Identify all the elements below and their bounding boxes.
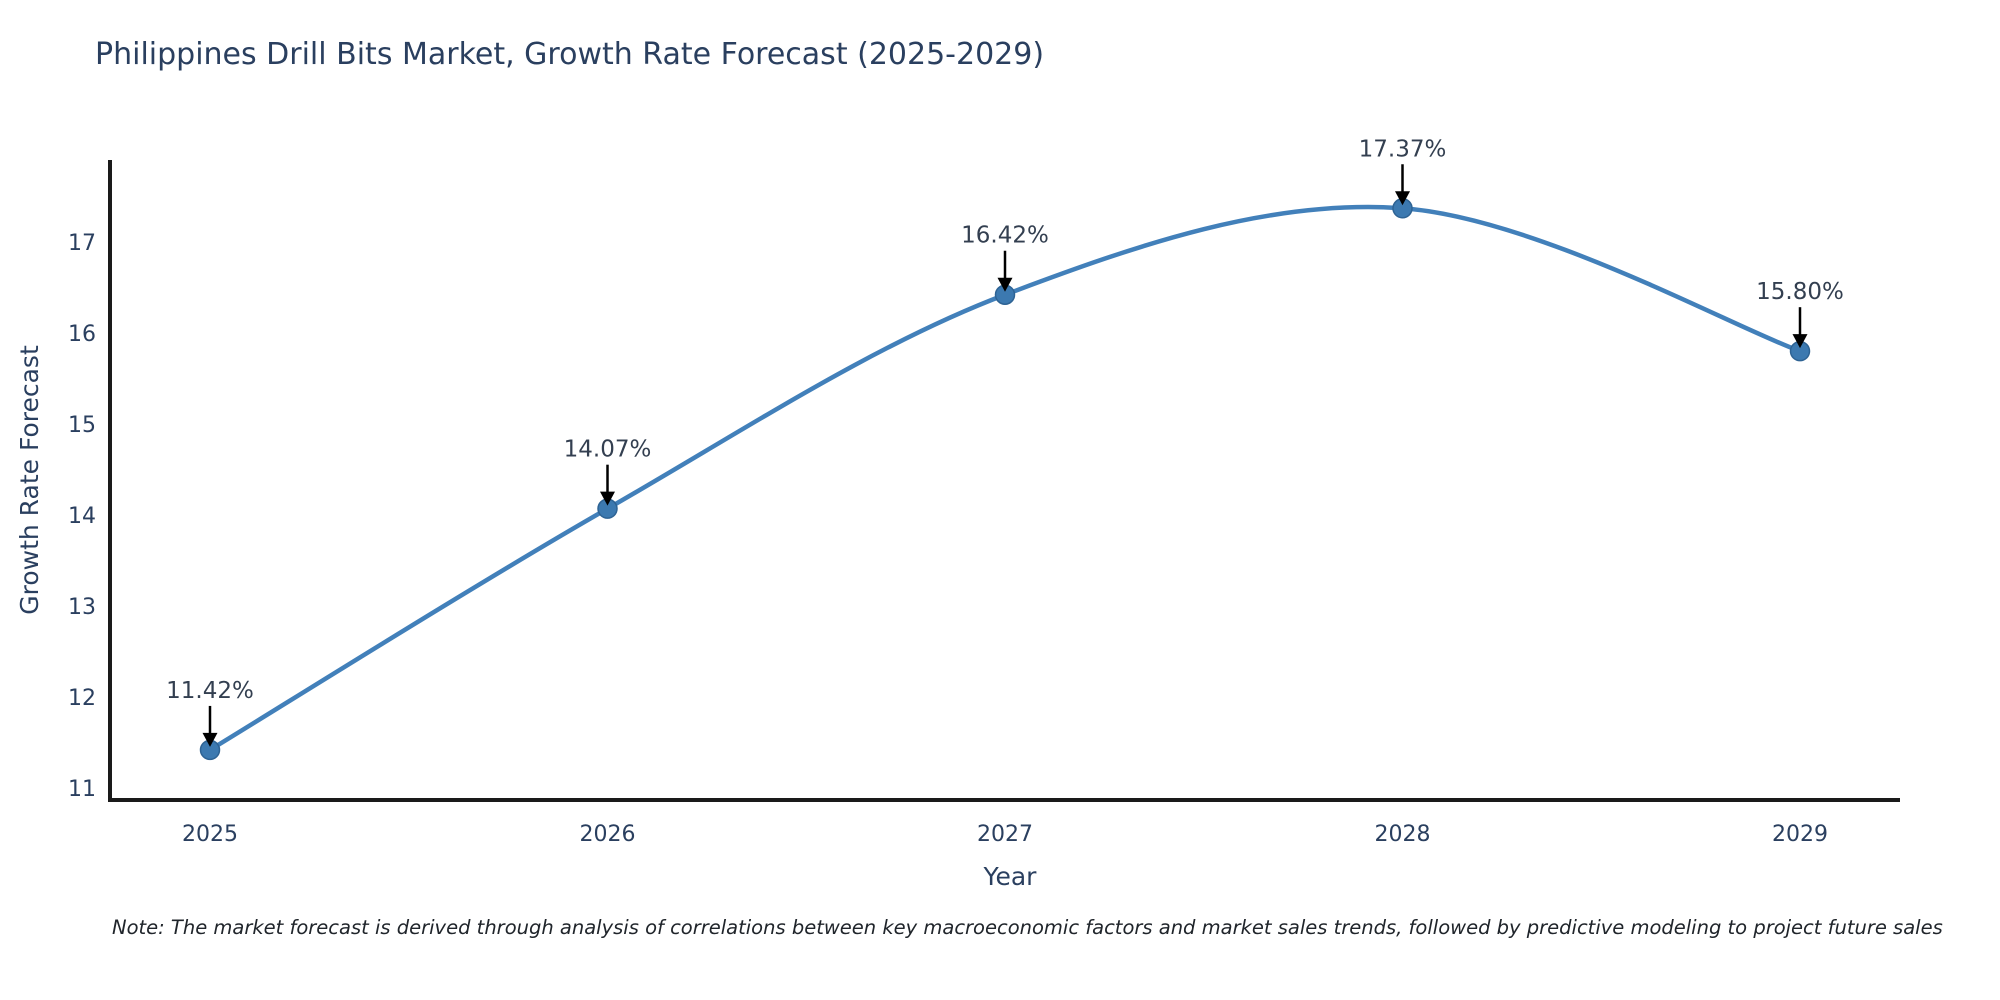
point-value-label: 15.80%: [1756, 279, 1844, 305]
y-tick-label: 15: [68, 413, 96, 438]
y-tick-label: 17: [68, 231, 96, 256]
x-tick-label: 2027: [977, 822, 1033, 847]
annotation-arrowhead: [202, 732, 218, 747]
annotation-arrowhead: [997, 277, 1013, 292]
point-value-label: 16.42%: [961, 223, 1049, 249]
y-tick-label: 14: [68, 504, 96, 529]
y-tick-label: 16: [68, 322, 96, 347]
x-axis-title: Year: [983, 862, 1038, 891]
y-tick-label: 12: [68, 686, 96, 711]
x-tick-label: 2029: [1772, 822, 1828, 847]
footnote: Note: The market forecast is derived thr…: [112, 916, 1943, 939]
y-tick-label: 13: [68, 595, 96, 620]
y-axis-title: Growth Rate Forecast: [15, 345, 44, 615]
x-tick-label: 2028: [1375, 822, 1431, 847]
chart-title: Philippines Drill Bits Market, Growth Ra…: [95, 37, 1045, 72]
point-value-label: 11.42%: [166, 678, 254, 704]
annotation-arrowhead: [1792, 334, 1808, 349]
point-value-label: 17.37%: [1359, 136, 1447, 162]
annotation-arrowhead: [600, 491, 615, 506]
point-value-label: 14.07%: [564, 437, 652, 463]
y-tick-label: 11: [68, 777, 96, 802]
x-tick-label: 2026: [580, 822, 636, 847]
annotation-arrowhead: [1395, 191, 1410, 206]
x-tick-label: 2025: [182, 822, 238, 847]
